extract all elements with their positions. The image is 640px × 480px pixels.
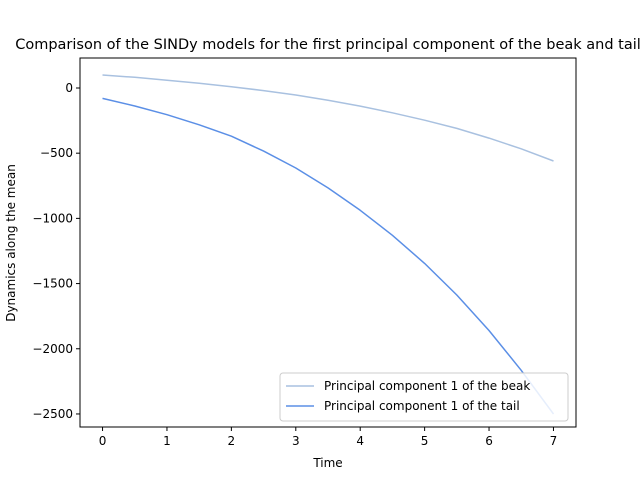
y-tick-label: 0 bbox=[65, 81, 73, 95]
x-tick-label: 7 bbox=[550, 434, 558, 448]
series-layer bbox=[102, 74, 555, 415]
x-tick-label: 4 bbox=[356, 434, 364, 448]
x-tick-label: 0 bbox=[99, 434, 107, 448]
y-axis-label: Dynamics along the mean bbox=[4, 164, 18, 322]
series-line-1 bbox=[102, 74, 554, 162]
plot-frame bbox=[79, 57, 577, 428]
y-tick-label: −2000 bbox=[32, 342, 73, 356]
legend-label-1: Principal component 1 of the beak bbox=[324, 379, 530, 393]
y-tick-label: −2500 bbox=[32, 407, 73, 421]
y-axis: 0 −500 −1000 −1500 −2000 −2500 bbox=[32, 81, 80, 421]
x-tick-label: 2 bbox=[228, 434, 236, 448]
legend-box bbox=[279, 372, 569, 422]
x-tick-label: 1 bbox=[163, 434, 171, 448]
x-axis-label: Time bbox=[312, 456, 342, 470]
chart-title: Comparison of the SINDy models for the f… bbox=[15, 37, 640, 53]
legend-label-2: Principal component 1 of the tail bbox=[324, 399, 520, 413]
y-tick-label: −500 bbox=[40, 146, 73, 160]
legend: Principal component 1 of the beak Princip… bbox=[279, 372, 569, 422]
x-tick-label: 5 bbox=[421, 434, 429, 448]
x-tick-label: 6 bbox=[485, 434, 493, 448]
x-tick-label: 3 bbox=[292, 434, 300, 448]
series-line-2 bbox=[102, 97, 555, 415]
y-tick-label: −1500 bbox=[32, 277, 73, 291]
y-tick-label: −1000 bbox=[32, 211, 73, 225]
x-axis: 0 1 2 3 4 5 6 7 bbox=[99, 427, 558, 448]
